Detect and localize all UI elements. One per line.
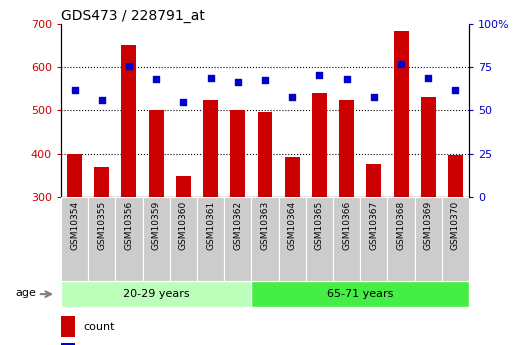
Point: [424, 75, 432, 81]
Text: GSM10367: GSM10367: [369, 201, 378, 250]
Bar: [448, 155, 463, 197]
Bar: [224, 197, 251, 281]
Bar: [394, 31, 409, 197]
Point: [125, 63, 133, 69]
Bar: [251, 281, 469, 307]
Point: [206, 75, 215, 81]
Bar: [285, 157, 299, 197]
Text: GSM10360: GSM10360: [179, 201, 188, 250]
Text: GSM10356: GSM10356: [125, 201, 134, 250]
Bar: [143, 197, 170, 281]
Text: GSM10365: GSM10365: [315, 201, 324, 250]
Text: GSM10362: GSM10362: [233, 201, 242, 250]
Text: GSM10359: GSM10359: [152, 201, 161, 250]
Text: age: age: [15, 288, 36, 298]
Text: GDS473 / 228791_at: GDS473 / 228791_at: [61, 9, 205, 23]
Point: [397, 61, 405, 67]
Bar: [170, 197, 197, 281]
Point: [70, 87, 79, 92]
Bar: [61, 281, 251, 307]
Bar: [203, 100, 218, 197]
Bar: [251, 197, 279, 281]
Text: GSM10370: GSM10370: [451, 201, 460, 250]
Point: [234, 80, 242, 85]
Bar: [258, 112, 272, 197]
Text: GSM10366: GSM10366: [342, 201, 351, 250]
Text: GSM10355: GSM10355: [98, 201, 106, 250]
Point: [179, 99, 188, 105]
Bar: [333, 197, 360, 281]
Point: [369, 95, 378, 100]
Text: GSM10364: GSM10364: [288, 201, 297, 250]
Text: 20-29 years: 20-29 years: [123, 289, 190, 299]
Text: 65-71 years: 65-71 years: [327, 289, 393, 299]
Point: [451, 87, 460, 92]
Text: count: count: [83, 322, 115, 332]
Bar: [414, 197, 442, 281]
Bar: [360, 197, 387, 281]
Point: [152, 76, 161, 82]
Bar: [88, 197, 116, 281]
Bar: [231, 110, 245, 197]
Point: [261, 78, 269, 83]
Bar: [442, 197, 469, 281]
Bar: [67, 155, 82, 197]
Text: GSM10369: GSM10369: [424, 201, 432, 250]
Point: [98, 98, 106, 103]
Bar: [61, 343, 75, 345]
Bar: [61, 197, 88, 281]
Bar: [197, 197, 224, 281]
Bar: [312, 93, 327, 197]
Bar: [176, 176, 191, 197]
Point: [288, 95, 296, 100]
Bar: [94, 167, 109, 197]
Bar: [387, 197, 414, 281]
Text: GSM10368: GSM10368: [396, 201, 405, 250]
Bar: [421, 98, 436, 197]
Bar: [61, 316, 75, 337]
Text: GSM10361: GSM10361: [206, 201, 215, 250]
Bar: [121, 45, 136, 197]
Text: GSM10363: GSM10363: [261, 201, 269, 250]
Bar: [149, 110, 164, 197]
Point: [315, 72, 324, 77]
Bar: [306, 197, 333, 281]
Bar: [366, 164, 381, 197]
Bar: [116, 197, 143, 281]
Bar: [279, 197, 306, 281]
Text: GSM10354: GSM10354: [70, 201, 79, 250]
Point: [342, 76, 351, 82]
Bar: [339, 100, 354, 197]
